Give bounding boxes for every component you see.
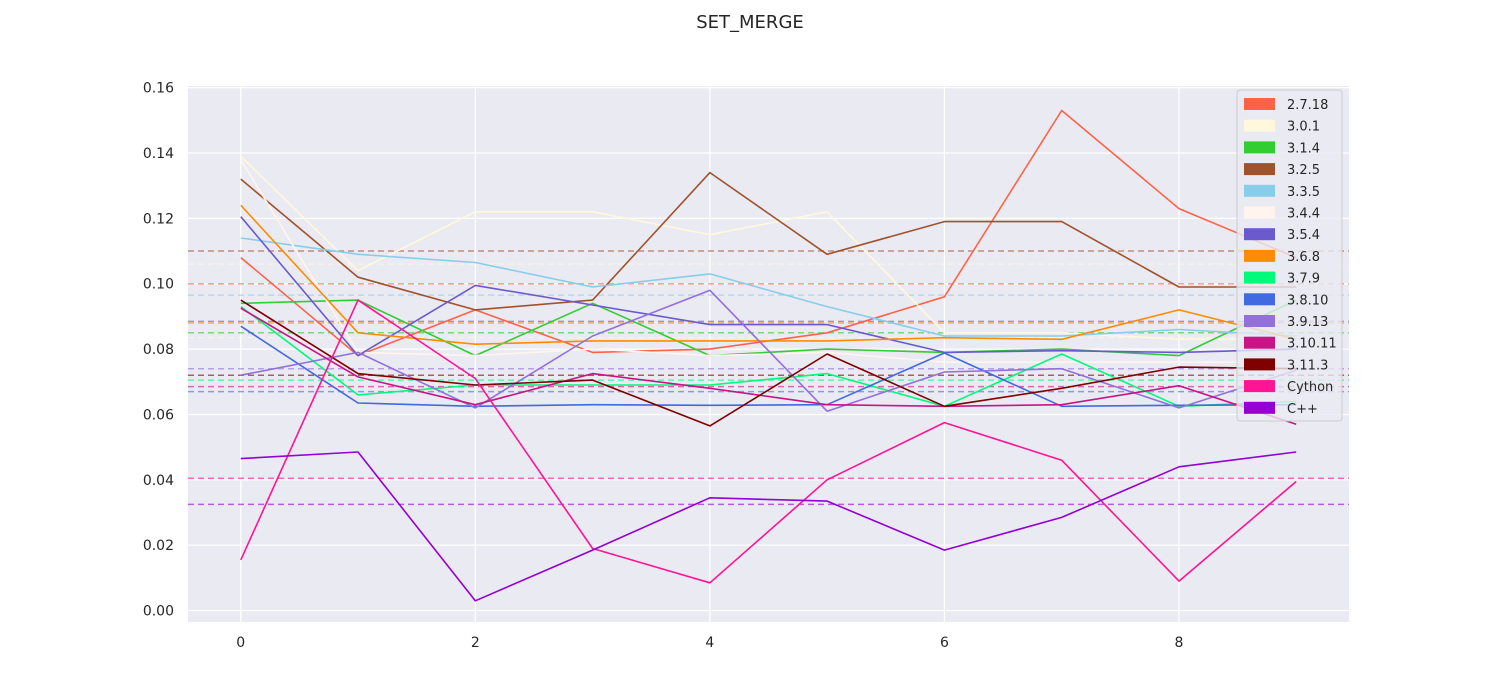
chart-title: SET_MERGE <box>696 12 804 33</box>
legend-swatch <box>1244 380 1275 393</box>
legend-label: 3.11.3 <box>1287 358 1328 373</box>
series-line-Cython <box>240 299 1297 584</box>
series-line-3.3.5 <box>240 237 1297 337</box>
legend: 2.7.18 3.0.1 3.1.4 3.2.5 3.3.5 3.4.4 3.5.4 3.6.… <box>1236 89 1343 422</box>
x-tick-label: 8 <box>1174 635 1183 651</box>
legend-swatch <box>1244 249 1275 262</box>
legend-label: 3.5.4 <box>1287 228 1320 243</box>
series-line-3.4.4 <box>240 159 1297 364</box>
x-tick-label: 0 <box>236 635 245 651</box>
series-line-3.0.1 <box>240 155 1297 341</box>
legend-label: 3.10.11 <box>1287 337 1337 352</box>
legend-label: 3.3.5 <box>1287 185 1320 200</box>
legend-swatch <box>1244 119 1275 132</box>
legend-label: 2.7.18 <box>1287 98 1328 113</box>
legend-label: Cython <box>1287 380 1333 395</box>
legend-swatch <box>1244 141 1275 154</box>
y-tick-label: 0.06 <box>143 407 174 423</box>
series-line-3.2.5 <box>240 171 1297 311</box>
mean-lines <box>188 250 1349 506</box>
x-tick-label: 2 <box>471 635 480 651</box>
series-line-3.10.11 <box>240 307 1297 426</box>
legend-label: 3.4.4 <box>1287 207 1320 222</box>
tick-labels: 0.00 0.02 0.04 0.06 0.08 0.10 0.12 0.14 0.16 0 2 4 6… <box>143 81 1184 651</box>
legend-label: 3.8.10 <box>1287 293 1328 308</box>
series-line-3.7.9 <box>240 305 1297 408</box>
x-tick-label: 4 <box>705 635 714 651</box>
legend-swatch <box>1244 315 1275 327</box>
legend-swatch <box>1244 206 1275 219</box>
legend-label: C++ <box>1287 402 1318 417</box>
y-tick-label: 0.08 <box>143 342 174 358</box>
y-tick-label: 0.04 <box>143 473 174 489</box>
y-tick-label: 0.12 <box>143 211 174 227</box>
series-line-3.9.13 <box>240 289 1297 413</box>
series-line-C++ <box>240 451 1297 602</box>
legend-swatch <box>1244 163 1275 176</box>
y-tick-label: 0.00 <box>143 604 174 620</box>
legend-swatch <box>1244 293 1275 306</box>
series-line-3.5.4 <box>240 216 1297 357</box>
x-tick-label: 6 <box>940 635 949 651</box>
legend-label: 3.1.4 <box>1287 141 1320 156</box>
legend-label: 3.0.1 <box>1287 120 1320 135</box>
legend-label: 3.9.13 <box>1287 315 1328 330</box>
legend-label: 3.7.9 <box>1287 272 1320 287</box>
legend-swatch <box>1244 401 1275 414</box>
y-tick-label: 0.14 <box>143 146 174 162</box>
y-tick-label: 0.02 <box>143 538 174 554</box>
grid <box>188 86 1349 622</box>
series-lines <box>240 109 1297 602</box>
y-tick-label: 0.10 <box>143 277 174 293</box>
legend-label: 3.6.8 <box>1287 250 1320 265</box>
series-line-3.11.3 <box>240 299 1297 427</box>
legend-swatch <box>1244 358 1275 371</box>
legend-swatch <box>1244 336 1275 349</box>
legend-swatch <box>1244 271 1275 284</box>
series-line-3.8.10 <box>240 325 1297 408</box>
y-tick-label: 0.16 <box>143 81 174 97</box>
legend-swatch <box>1244 98 1275 110</box>
legend-swatch <box>1244 184 1275 197</box>
legend-swatch <box>1244 228 1275 241</box>
legend-label: 3.2.5 <box>1287 163 1320 178</box>
